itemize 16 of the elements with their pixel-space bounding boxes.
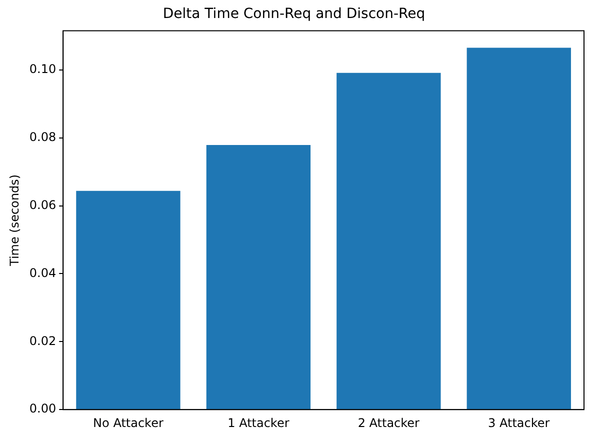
y-tick-label: 0.10: [29, 62, 56, 76]
x-tick-label: 3 Attacker: [488, 416, 550, 430]
x-tick-label: 1 Attacker: [228, 416, 290, 430]
y-axis-title: Time (seconds): [7, 174, 22, 267]
chart-title: Delta Time Conn-Req and Discon-Req: [162, 6, 426, 22]
bar: [206, 144, 311, 410]
y-tick-label: 0.02: [29, 334, 56, 348]
x-tick-label: 2 Attacker: [358, 416, 420, 430]
bar: [336, 72, 441, 410]
y-tick-label: 0.04: [29, 266, 56, 280]
y-tick-label: 0.06: [29, 198, 56, 212]
y-tick-label: 0.08: [29, 130, 56, 144]
bar: [76, 190, 180, 410]
bar: [466, 48, 571, 410]
x-tick-label: No Attacker: [93, 416, 164, 430]
y-tick-label: 0.00: [29, 402, 56, 416]
